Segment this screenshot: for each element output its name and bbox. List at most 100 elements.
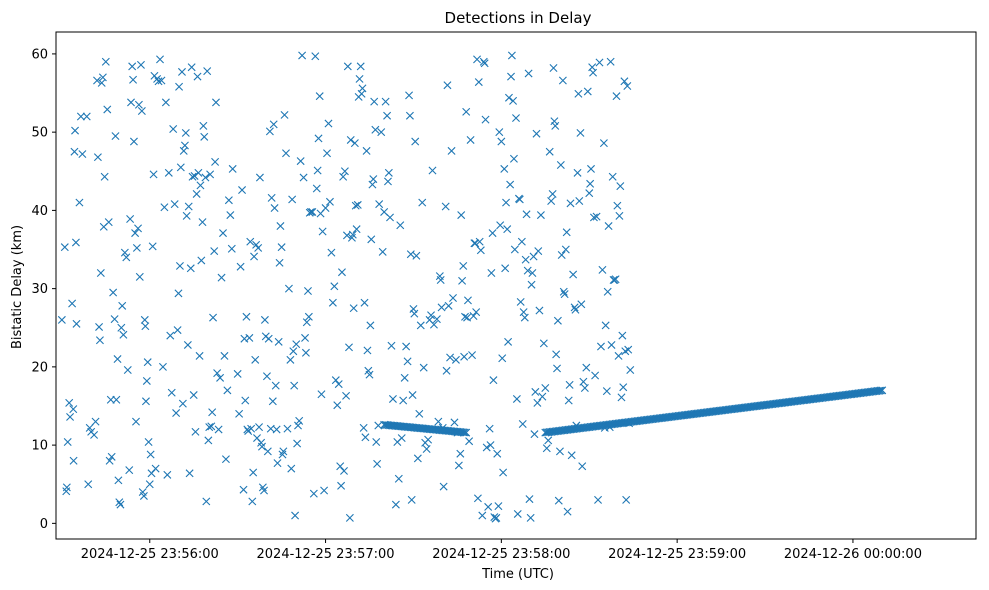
data-point: [227, 244, 236, 253]
data-point: [211, 157, 220, 166]
data-point: [351, 201, 360, 210]
data-point: [107, 452, 116, 461]
data-point: [350, 139, 359, 148]
data-point: [336, 462, 345, 471]
data-point: [142, 376, 151, 385]
data-point: [501, 264, 510, 273]
data-point: [112, 395, 121, 404]
data-point: [570, 303, 579, 312]
data-point: [615, 211, 624, 220]
data-point: [553, 364, 562, 373]
data-point: [480, 59, 489, 68]
data-point: [367, 235, 376, 244]
data-point: [544, 436, 553, 445]
data-point: [320, 486, 329, 495]
data-point: [211, 98, 220, 107]
data-point: [599, 139, 608, 148]
data-point: [148, 242, 157, 251]
data-point: [512, 394, 521, 403]
data-point: [400, 373, 409, 382]
data-point: [280, 110, 289, 119]
data-point: [206, 170, 215, 179]
data-point: [287, 464, 296, 473]
data-point: [402, 342, 411, 351]
x-tick-label: 2024-12-25 23:56:00: [81, 547, 219, 562]
data-point: [391, 500, 400, 509]
data-point: [123, 366, 132, 374]
data-point: [411, 137, 420, 146]
data-point: [470, 239, 479, 248]
data-point: [103, 105, 112, 114]
data-point: [312, 184, 321, 193]
data-point: [617, 393, 626, 402]
data-point: [560, 290, 569, 299]
y-tick-label: 40: [31, 204, 48, 219]
data-point: [104, 218, 113, 227]
data-point: [299, 173, 308, 182]
data-point: [356, 62, 365, 71]
data-point: [585, 189, 594, 198]
data-point: [574, 89, 583, 98]
data-point: [153, 74, 162, 83]
data-point: [113, 355, 122, 364]
data-point: [315, 92, 324, 101]
data-point: [158, 362, 167, 371]
data-point: [226, 211, 235, 220]
data-point: [185, 469, 194, 478]
data-point: [462, 428, 471, 437]
data-point: [283, 424, 292, 433]
data-point: [365, 370, 374, 379]
data-point: [471, 239, 480, 248]
data-point: [403, 357, 412, 366]
data-point: [296, 157, 305, 166]
data-point: [284, 284, 293, 293]
data-point: [183, 340, 192, 349]
plot-area: [55, 31, 977, 540]
data-point: [620, 77, 629, 86]
x-tick-label: 2024-12-25 23:58:00: [432, 547, 570, 562]
data-point: [419, 363, 428, 372]
data-point: [144, 437, 153, 446]
data-point: [223, 386, 232, 395]
data-point: [134, 224, 143, 233]
y-tick-label: 30: [31, 282, 48, 297]
data-point: [408, 391, 417, 400]
data-point: [343, 62, 352, 71]
data-point: [463, 313, 472, 322]
data-point: [381, 97, 390, 106]
data-point: [375, 200, 384, 209]
data-point: [282, 149, 290, 158]
data-point: [548, 189, 557, 198]
data-point: [522, 210, 531, 219]
data-point: [135, 272, 144, 281]
data-point: [469, 312, 478, 321]
data-point: [457, 211, 466, 220]
data-point: [184, 202, 193, 211]
data-point: [363, 346, 372, 355]
data-point: [512, 114, 520, 123]
data-point: [196, 181, 205, 190]
data-point: [188, 172, 197, 181]
data-point: [331, 376, 340, 385]
data-point: [62, 483, 71, 492]
data-point: [235, 409, 244, 418]
data-point: [126, 215, 135, 223]
data-point: [353, 200, 362, 209]
data-point: [459, 428, 468, 437]
data-point: [521, 255, 530, 264]
data-point: [499, 468, 508, 477]
data-point: [507, 72, 516, 81]
data-point: [535, 306, 544, 315]
data-point: [149, 170, 158, 179]
data-point: [254, 243, 263, 252]
data-point: [277, 243, 286, 252]
data-point: [193, 72, 202, 81]
x-tick-label: 2024-12-25 23:57:00: [257, 547, 395, 562]
data-point: [334, 380, 343, 389]
data-point: [539, 339, 548, 348]
data-point: [517, 237, 526, 246]
data-point: [271, 381, 280, 390]
data-point: [60, 243, 69, 252]
data-point: [175, 82, 184, 91]
data-point: [204, 436, 213, 445]
